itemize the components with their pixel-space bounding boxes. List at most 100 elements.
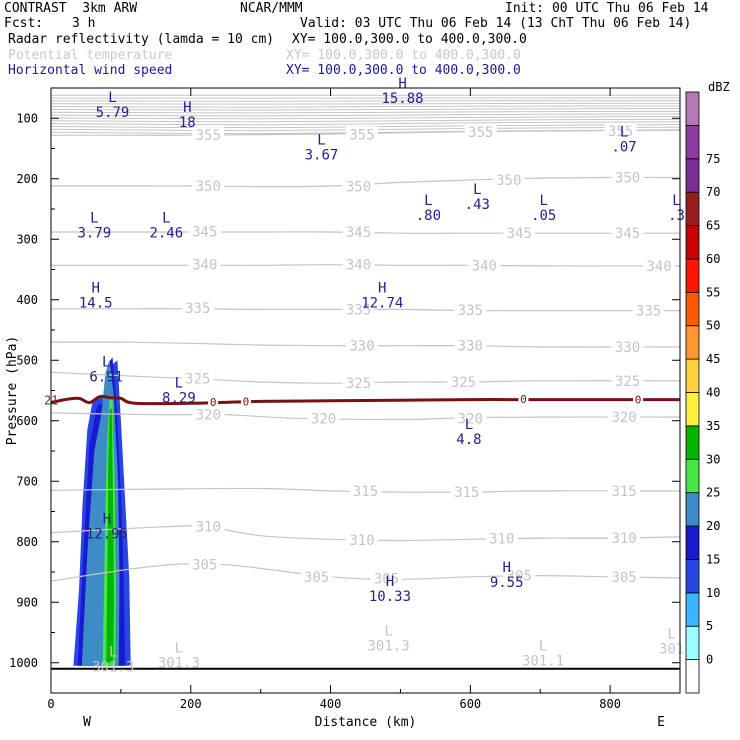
- theta-contour-340: [51, 264, 680, 267]
- y-tick-label: 300: [16, 232, 38, 246]
- theta-label-bg: [611, 169, 644, 185]
- colorbar-level-label: 30: [706, 452, 720, 466]
- wind-extremum-value: 12.95: [86, 527, 128, 543]
- colorbar-segment: [685, 225, 700, 260]
- theta-layer: 305 305 305 305 305 310 310 310 310 315 315 315 320 3…: [51, 94, 680, 588]
- theta-label-bg: [342, 301, 375, 317]
- theta-label-bg: [503, 567, 536, 583]
- colorbar: 0 5 10 15 20 25 30 35 40 45 50 55 60 65 70 75 dBZ: [685, 80, 730, 694]
- theta-label-bg: [454, 302, 487, 318]
- theta-contour-325: [51, 371, 680, 384]
- theta-label-345: 345: [507, 226, 532, 242]
- colorbar-segment: [685, 258, 700, 293]
- colorbar-segment: [685, 392, 700, 427]
- colorbar-segment: [685, 525, 700, 560]
- theta-label-305: 305: [192, 558, 217, 574]
- colorbar-segment: [685, 358, 700, 393]
- colorbar-level-label: 20: [706, 519, 720, 533]
- theta-extremum-value: 301.3: [367, 639, 409, 655]
- y-tick-label: 500: [16, 353, 38, 367]
- theta-label-bg: [454, 410, 487, 426]
- wind-high-marker: H: [92, 280, 100, 296]
- colorbar-segment: [685, 425, 700, 460]
- zero-line-layer: 0 0 0 0: [51, 392, 680, 670]
- theta-label-310: 310: [489, 532, 514, 548]
- forecast-hour: 3 h: [72, 16, 96, 31]
- theta-label-315: 315: [353, 484, 378, 500]
- theta-label-345: 345: [192, 224, 217, 240]
- wind-extremum-value: .07: [611, 139, 636, 155]
- y-tick-label: 200: [16, 172, 38, 186]
- theta-label-330: 330: [615, 340, 640, 356]
- theta-label-355: 355: [196, 128, 221, 144]
- theta-label-345: 345: [615, 226, 640, 242]
- theta-contour-320: [51, 412, 680, 421]
- wind-extremum-value: 9.55: [490, 575, 524, 591]
- zero-label-bg: [240, 395, 251, 407]
- theta-label-bg: [188, 256, 221, 272]
- wind-high-marker: H: [183, 100, 191, 116]
- colorbar-level-label: 65: [706, 219, 720, 233]
- x-tick-label: 200: [180, 697, 202, 711]
- theta-label-bg: [485, 530, 518, 546]
- y-tick-label: 600: [16, 414, 38, 428]
- theta-label-bg: [608, 482, 641, 498]
- theta-upper-contour: [51, 102, 680, 105]
- theta-label-bg: [181, 370, 214, 386]
- colorbar-segment: [685, 158, 700, 193]
- wind-extremum-value: 18: [179, 115, 196, 131]
- theta-upper-contour: [51, 105, 680, 108]
- wind-low-marker: L: [317, 132, 325, 148]
- y-tick-label: 800: [16, 535, 38, 549]
- colorbar-level-label: 0: [706, 653, 713, 667]
- zero-label-bg: [633, 393, 644, 405]
- colorbar-segment: [685, 625, 700, 661]
- wind-low-marker: L: [108, 90, 116, 106]
- wind-extremum-value: 5.79: [96, 105, 130, 121]
- theta-label-bg: [492, 171, 525, 187]
- colorbar-unit: dBZ: [708, 80, 730, 94]
- theta-label-320: 320: [611, 410, 636, 426]
- theta-label-320: 320: [458, 411, 483, 427]
- theta-label-bg: [307, 410, 340, 426]
- theta-label-bg: [346, 337, 379, 353]
- theta-label-310: 310: [196, 520, 221, 536]
- wind-high-marker: H: [398, 76, 406, 92]
- theta-label-bg: [450, 484, 483, 500]
- colorbar-level-label: 45: [706, 352, 720, 366]
- theta-label-325: 325: [615, 374, 640, 390]
- wind-low-marker: L: [102, 354, 110, 370]
- x-tick-label: 600: [459, 697, 481, 711]
- wind-high-marker: H: [103, 512, 111, 528]
- theta-label-305: 305: [507, 569, 532, 585]
- colorbar-level-label: 60: [706, 252, 720, 266]
- theta-label-bg: [349, 482, 382, 498]
- wind-high-marker: H: [502, 560, 510, 576]
- field-wind-name: Horizontal wind speed: [8, 63, 173, 78]
- init-time: Init: 00 UTC Thu 06 Feb 14: [505, 1, 709, 16]
- theta-label-310: 310: [349, 533, 374, 549]
- theta-label-305: 305: [374, 572, 399, 588]
- zero-degree-line: [51, 394, 680, 406]
- zero-line-label: 0: [635, 394, 642, 407]
- wind-low-marker: L: [465, 417, 473, 433]
- theta-upper-contour: [51, 116, 680, 120]
- theta-label-bg: [611, 372, 644, 388]
- colorbar-level-label: 15: [706, 552, 720, 566]
- theta-upper-contour: [51, 113, 680, 117]
- colorbar-segment: [685, 124, 700, 160]
- theta-contour-305: [51, 562, 680, 582]
- theta-label-bg: [342, 375, 375, 391]
- y-tick-label: 1000: [9, 656, 38, 670]
- theta-label-bg: [611, 338, 644, 354]
- wind-extremum-value: 6.91: [89, 369, 123, 385]
- field-theta-xy: XY= 100.0,300.0 to 400.0,300.0: [286, 48, 521, 63]
- theta-label-bg: [192, 178, 225, 194]
- wind-extremum-value: 2.46: [149, 225, 183, 241]
- colorbar-segment: [685, 325, 700, 360]
- theta-label-bg: [608, 530, 641, 546]
- colorbar-level-label: 50: [706, 319, 720, 333]
- theta-low-marker: L: [667, 627, 675, 643]
- wind-low-marker: L: [175, 375, 183, 391]
- theta-label-305: 305: [611, 570, 636, 586]
